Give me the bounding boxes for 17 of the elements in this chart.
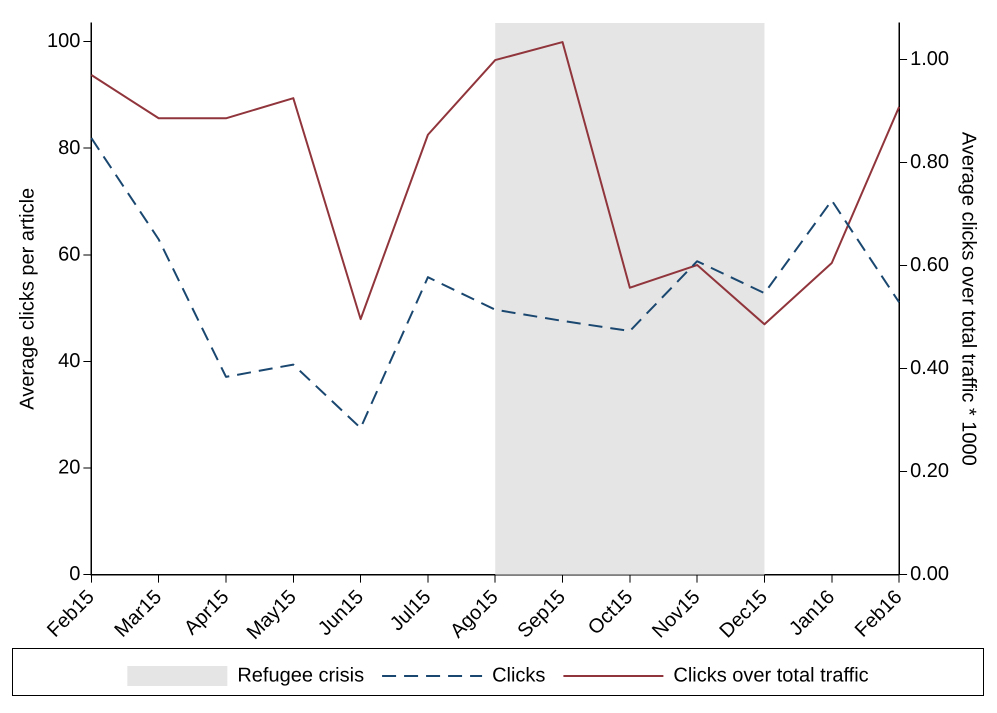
y2-tick-label: 1.00: [910, 48, 950, 70]
y-tick-label: 80: [58, 136, 80, 159]
y-tick-label: 20: [58, 456, 80, 479]
y-tick-label: 60: [58, 243, 80, 266]
y2-tick-label: 0.00: [910, 563, 950, 586]
y2-tick-label: 0.40: [910, 357, 950, 380]
y2-tick-label: 0.20: [910, 460, 950, 482]
y2-axis-title: Average clicks over total traffic * 1000: [957, 132, 980, 466]
y-tick-label: 100: [46, 30, 80, 52]
y-tick-label: 0: [69, 563, 80, 586]
legend-label: Clicks: [492, 664, 546, 687]
legend-label: Clicks over total traffic: [673, 664, 869, 687]
y2-tick-label: 0.80: [910, 151, 950, 174]
y2-tick-label: 0.60: [910, 254, 950, 276]
y-axis-title: Average clicks per article: [16, 188, 39, 410]
y-tick-label: 40: [58, 350, 80, 372]
legend-label: Refugee crisis: [237, 664, 364, 687]
